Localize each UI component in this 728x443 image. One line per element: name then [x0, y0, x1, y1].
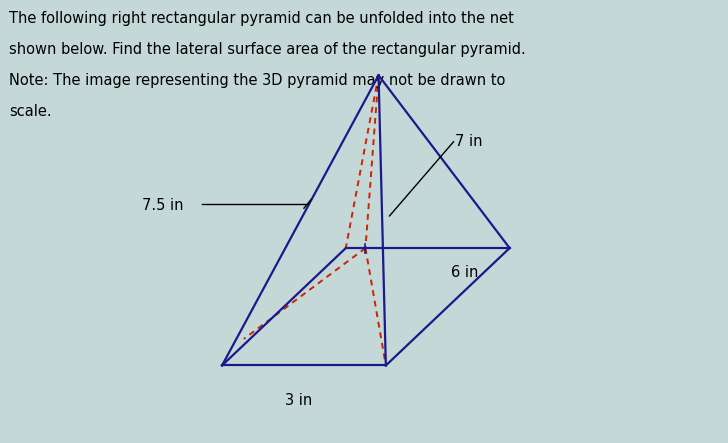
Text: shown below. Find the lateral surface area of the rectangular pyramid.: shown below. Find the lateral surface ar… — [9, 42, 526, 57]
Text: 7 in: 7 in — [455, 134, 483, 149]
Text: 7.5 in: 7.5 in — [142, 198, 183, 214]
Text: 3 in: 3 in — [285, 393, 312, 408]
Text: scale.: scale. — [9, 104, 52, 119]
Text: Note: The image representing the 3D pyramid may not be drawn to: Note: The image representing the 3D pyra… — [9, 73, 505, 88]
Text: 6 in: 6 in — [451, 265, 479, 280]
Text: The following right rectangular pyramid can be unfolded into the net: The following right rectangular pyramid … — [9, 11, 514, 26]
